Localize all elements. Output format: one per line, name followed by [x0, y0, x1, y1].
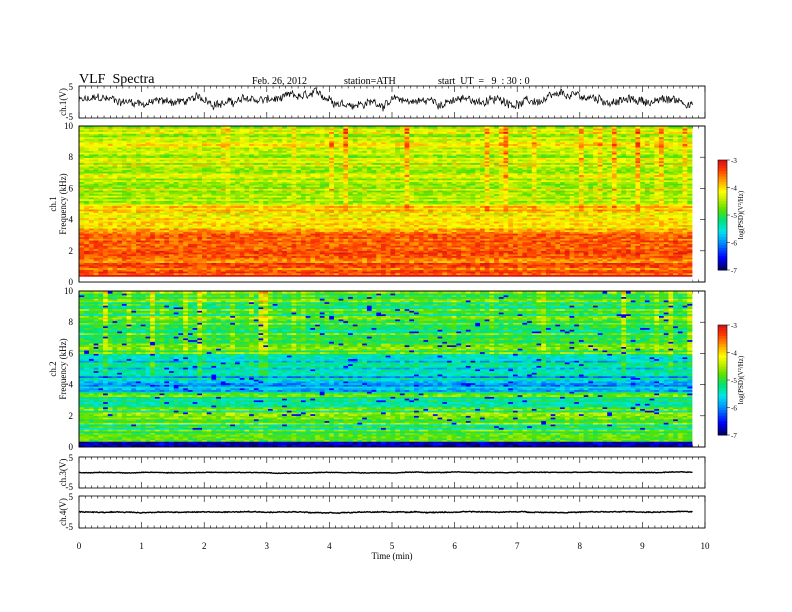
signal-trace — [79, 88, 693, 112]
y-tick-label: 5 — [69, 82, 74, 92]
panel-ch1-spectrogram — [79, 126, 730, 282]
panel-ch1 — [79, 86, 705, 118]
vlf-spectra-figure: ch.1(V)5-5ch.1 Frequency (kHz)0246810-3-4… — [0, 0, 792, 612]
